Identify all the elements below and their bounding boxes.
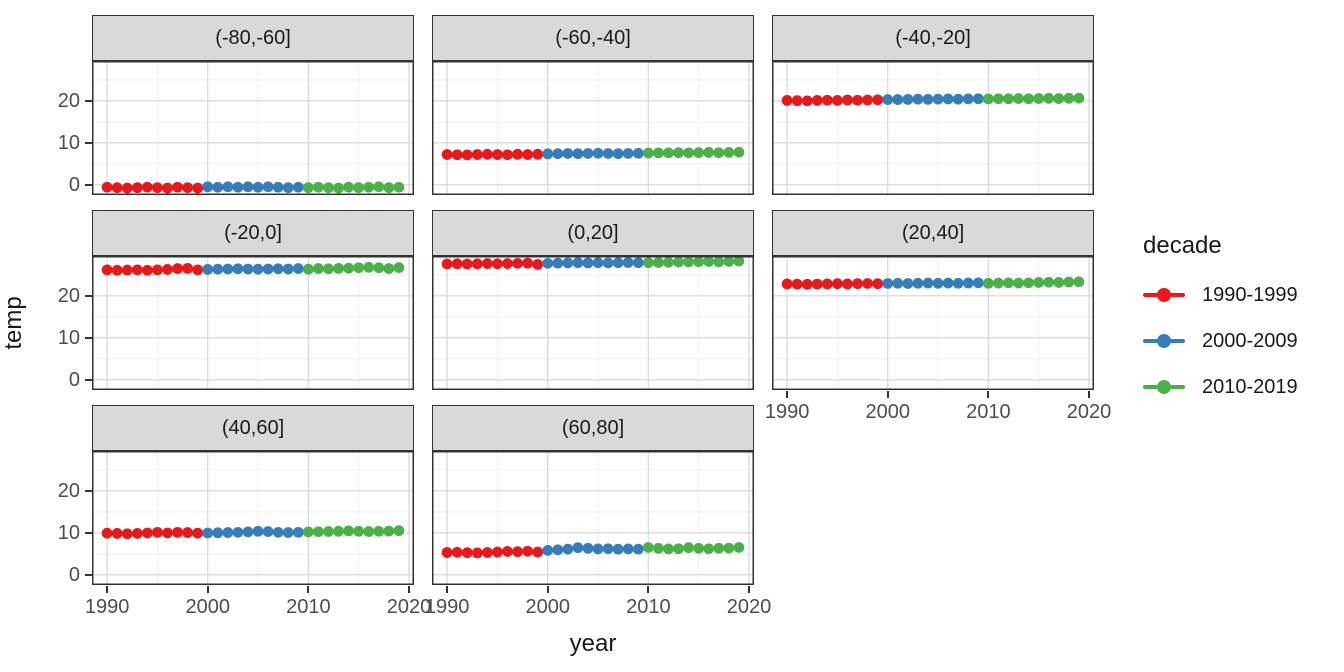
y-tick-mark — [85, 378, 92, 381]
facet-plot-area — [432, 256, 754, 390]
data-points — [101, 181, 405, 194]
data-points — [441, 542, 745, 559]
x-tick-label: 1990 — [84, 596, 130, 618]
y-tick-mark — [85, 336, 92, 339]
legend-key-icon — [1143, 377, 1185, 397]
x-tick-label: 2010 — [626, 596, 671, 618]
x-tick-mark — [446, 586, 449, 593]
x-tick-mark — [407, 586, 410, 593]
x-tick-label: 1990 — [424, 596, 470, 618]
facet-plot-area — [92, 256, 414, 390]
facet-plot-area — [92, 451, 414, 585]
legend-item-1990-1999: 1990-1999 — [1143, 284, 1298, 306]
y-tick-label: 10 — [57, 131, 80, 154]
x-tick-mark — [886, 391, 889, 398]
facet-plot-area — [772, 61, 1094, 195]
facet-neg60-neg40: (-60,-40] — [432, 15, 754, 195]
x-axis-title: year — [569, 630, 617, 657]
y-tick-label: 20 — [57, 284, 80, 307]
data-points — [441, 256, 745, 270]
x-tick-label: 2000 — [525, 596, 570, 618]
x-tick-mark — [786, 391, 789, 398]
y-tick-label: 0 — [68, 173, 80, 196]
y-tick-label: 0 — [68, 563, 80, 586]
facet-plot-area — [772, 256, 1094, 390]
facet-60-80: (60,80] — [432, 405, 754, 585]
facet-strip: (-80,-60] — [92, 15, 414, 61]
y-tick-mark — [85, 489, 92, 492]
facet-plot-area — [432, 451, 754, 585]
x-tick-mark — [106, 586, 109, 593]
y-tick-label: 10 — [57, 326, 80, 349]
x-tick-mark — [747, 586, 750, 593]
legend-item-label: 2010-2019 — [1202, 375, 1298, 398]
facet-neg20-0: (-20,0] — [92, 210, 414, 390]
y-tick-label: 20 — [57, 89, 80, 112]
legend-item-2000-2009: 2000-2009 — [1143, 330, 1298, 352]
y-tick-mark — [85, 99, 92, 102]
x-tick-mark — [206, 586, 209, 593]
y-tick-mark — [85, 531, 92, 534]
x-tick-mark — [307, 586, 310, 593]
y-tick-mark — [85, 573, 92, 576]
y-tick-mark — [85, 183, 92, 186]
x-tick-mark — [647, 586, 650, 593]
x-tick-label: 2020 — [726, 596, 772, 618]
facet-strip: (-40,-20] — [772, 15, 1094, 61]
x-tick-mark — [987, 391, 990, 398]
y-axis-title: temp — [0, 296, 27, 350]
legend-item-2010-2019: 2010-2019 — [1143, 376, 1298, 398]
x-tick-label: 2010 — [286, 596, 331, 618]
x-tick-label: 2010 — [966, 401, 1011, 423]
x-tick-mark — [546, 586, 549, 593]
facet-40-60: (40,60] — [92, 405, 414, 585]
facet-strip: (60,80] — [432, 405, 754, 451]
facet-neg40-neg20: (-40,-20] — [772, 15, 1094, 195]
legend: decade 1990-1999 2000-2009 2010-2019 — [1143, 232, 1298, 422]
y-tick-mark — [85, 141, 92, 144]
data-points — [101, 261, 405, 276]
data-points — [441, 146, 745, 161]
y-tick-mark — [85, 294, 92, 297]
x-tick-label: 2000 — [865, 401, 910, 423]
legend-key-icon — [1143, 285, 1185, 305]
legend-key-icon — [1143, 331, 1185, 351]
facet-0-20: (0,20] — [432, 210, 754, 390]
facet-plot-area — [92, 61, 414, 195]
y-tick-label: 20 — [57, 479, 80, 502]
x-tick-mark — [1087, 391, 1090, 398]
x-tick-label: 2020 — [386, 596, 432, 618]
facet-strip: (0,20] — [432, 210, 754, 256]
facet-plot-area — [432, 61, 754, 195]
x-tick-label: 2020 — [1066, 401, 1112, 423]
legend-item-label: 2000-2009 — [1202, 329, 1298, 352]
x-tick-label: 2000 — [185, 596, 230, 618]
legend-item-label: 1990-1999 — [1202, 283, 1298, 306]
x-tick-label: 1990 — [764, 401, 810, 423]
y-tick-label: 10 — [57, 521, 80, 544]
facet-neg80-neg60: (-80,-60] — [92, 15, 414, 195]
data-points — [101, 525, 405, 540]
facet-strip: (40,60] — [92, 405, 414, 451]
data-points — [781, 276, 1085, 290]
legend-title: decade — [1143, 232, 1222, 259]
facet-strip: (-60,-40] — [432, 15, 754, 61]
facet-strip: (20,40] — [772, 210, 1094, 256]
facet-strip: (-20,0] — [92, 210, 414, 256]
facet-20-40: (20,40] — [772, 210, 1094, 390]
y-tick-label: 0 — [68, 368, 80, 391]
data-points — [781, 92, 1085, 107]
